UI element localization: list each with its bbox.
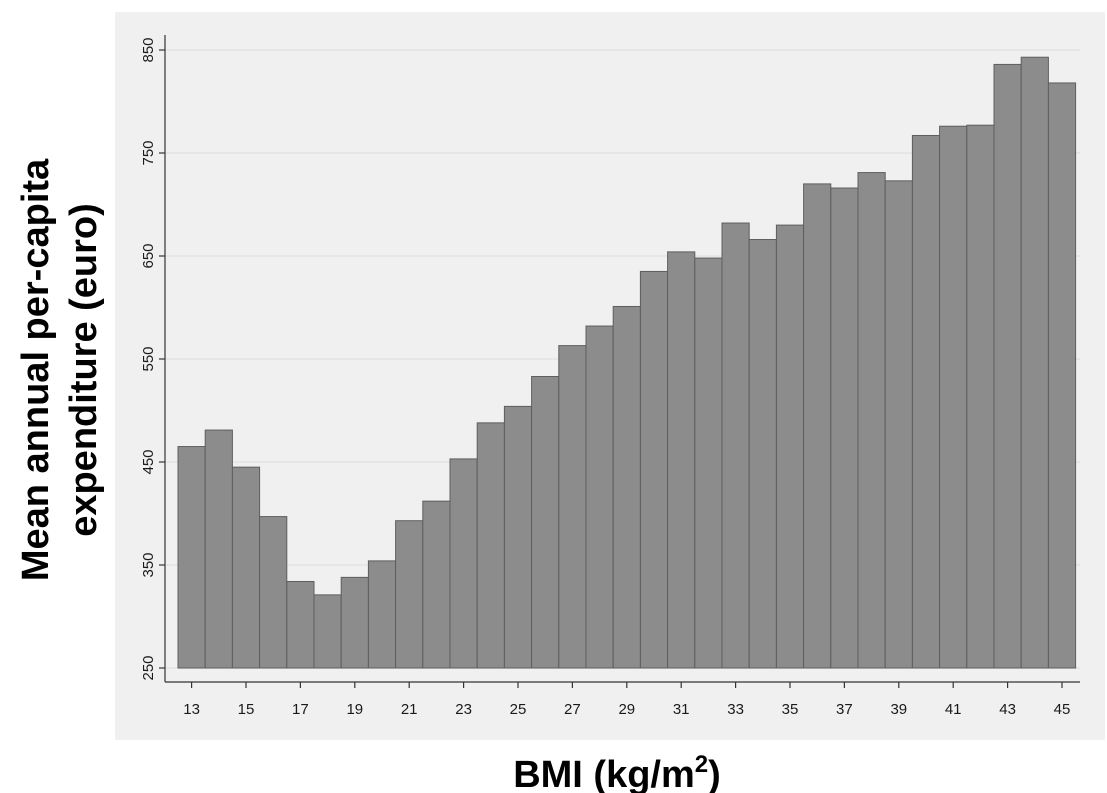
y-tick-label-650: 650 [140, 243, 157, 268]
bar-bmi-13 [177, 446, 206, 669]
y-axis-title: Mean annual per-capita [15, 158, 57, 581]
y-axis-title-second: expenditure (euro) [63, 203, 105, 537]
bar-bmi-33 [721, 222, 750, 669]
bar-bmi-22 [422, 500, 451, 669]
bar-bmi-23 [449, 458, 478, 669]
bar-bmi-14 [204, 429, 233, 669]
x-tick-label-39: 39 [890, 701, 907, 718]
bar-bmi-31 [667, 251, 696, 669]
y-tick-label-750: 750 [140, 140, 157, 165]
y-tick-label-850: 850 [140, 37, 157, 62]
x-tick-label-31: 31 [673, 701, 690, 718]
bar-bmi-15 [231, 466, 261, 669]
x-tick-label-13: 13 [183, 701, 200, 718]
x-tick-label-19: 19 [346, 701, 363, 718]
x-tick-label-35: 35 [782, 701, 799, 718]
x-tick-label-41: 41 [945, 701, 962, 718]
bar-bmi-27 [558, 345, 587, 669]
bar-bmi-44 [1020, 56, 1049, 669]
x-tick-label-17: 17 [292, 701, 309, 718]
bar-bmi-25 [503, 405, 533, 669]
bar-bmi-38 [857, 172, 886, 669]
x-tick-label-15: 15 [238, 701, 255, 718]
bar-bmi-29 [612, 305, 641, 669]
bar-bmi-42 [966, 124, 995, 669]
bar-bmi-41 [939, 125, 968, 669]
y-axis-title-line2: expenditure (euro) [63, 203, 105, 537]
y-tick-label-550: 550 [140, 346, 157, 371]
x-axis-title-suffix: ) [708, 754, 721, 793]
bar-bmi-35 [775, 224, 805, 669]
y-tick-labels: 250 350 450 550 650 750 850 [140, 37, 157, 680]
bar-bmi-45 [1047, 82, 1077, 669]
bar-bmi-30 [639, 270, 669, 669]
x-tick-label-37: 37 [836, 701, 853, 718]
bar-bmi-43 [993, 63, 1022, 669]
bar-bmi-28 [585, 325, 614, 669]
bars [177, 56, 1077, 669]
x-tick-label-27: 27 [564, 701, 581, 718]
bar-bmi-39 [884, 180, 913, 669]
x-tick-label-25: 25 [510, 701, 527, 718]
x-tick-label-43: 43 [999, 701, 1016, 718]
bar-bmi-32 [694, 257, 723, 669]
bar-bmi-36 [803, 183, 832, 669]
bar-bmi-40 [911, 134, 941, 669]
x-axis-title-superscript: 2 [695, 751, 708, 778]
x-axis-title-main: BMI (kg/m [513, 754, 695, 793]
x-tick-label-29: 29 [618, 701, 635, 718]
y-tick-label-450: 450 [140, 449, 157, 474]
y-tick-label-350: 350 [140, 552, 157, 577]
y-axis-title-line1: Mean annual per-capita [15, 158, 57, 581]
x-tick-label-21: 21 [401, 701, 418, 718]
bar-bmi-26 [531, 376, 560, 669]
bar-bmi-20 [367, 560, 397, 669]
x-axis-title: BMI (kg/m2) [513, 751, 721, 793]
bar-bmi-34 [748, 239, 777, 669]
bar-bmi-21 [395, 520, 424, 669]
bar-bmi-18 [313, 594, 342, 669]
x-tick-label-33: 33 [727, 701, 744, 718]
bar-bmi-17 [286, 580, 315, 669]
bar-bmi-37 [830, 187, 859, 669]
bar-bmi-19 [340, 576, 369, 669]
axes [159, 35, 1080, 688]
y-tick-label-250: 250 [140, 655, 157, 680]
x-tick-label-23: 23 [455, 701, 472, 718]
bar-bmi-16 [259, 516, 288, 669]
bar-bmi-24 [476, 422, 505, 669]
x-tick-label-45: 45 [1054, 701, 1071, 718]
x-tick-labels: 13 15 17 19 21 23 25 27 29 31 33 35 37 39 41 43 45 [183, 701, 1070, 718]
